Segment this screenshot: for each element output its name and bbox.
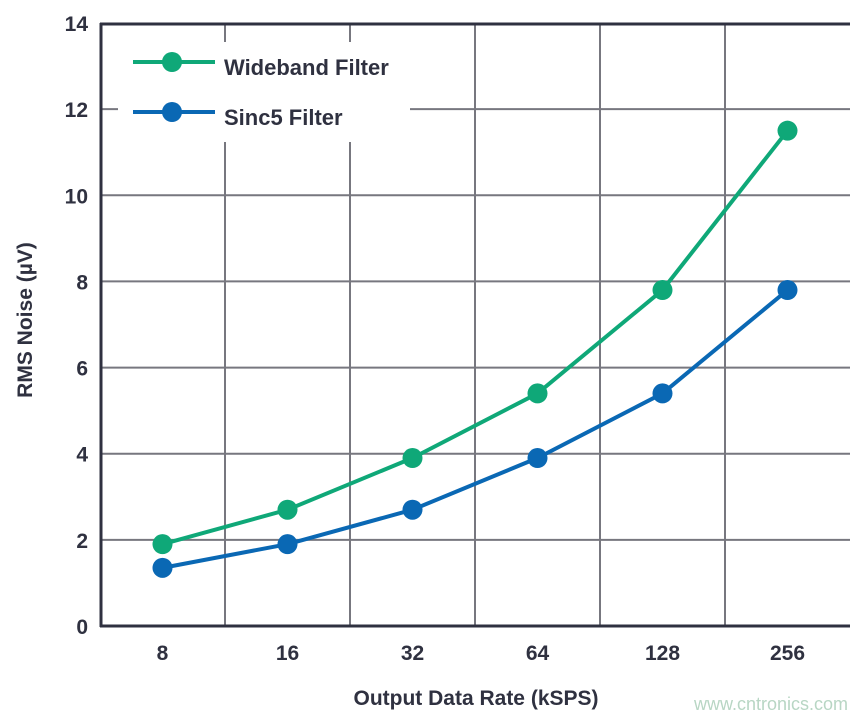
legend-label-wideband: Wideband Filter — [224, 55, 389, 80]
data-point — [277, 499, 298, 520]
y-axis-label: RMS Noise (µV) — [14, 242, 37, 398]
data-point — [527, 383, 548, 404]
data-point — [277, 534, 298, 555]
watermark: www.cntronics.com — [693, 694, 848, 714]
series-sinc5-filter — [152, 280, 798, 578]
data-point — [402, 499, 423, 520]
data-point — [652, 383, 673, 404]
data-point — [652, 280, 673, 301]
series-line — [161, 129, 790, 547]
legend-marker-wideband — [162, 52, 182, 72]
legend-label-sinc5: Sinc5 Filter — [224, 105, 343, 130]
data-point — [527, 448, 548, 469]
x-tick-label: 64 — [526, 642, 550, 665]
y-tick-label: 8 — [76, 271, 88, 294]
legend: Wideband Filter Sinc5 Filter — [133, 52, 389, 130]
legend-item-sinc5: Sinc5 Filter — [133, 102, 343, 130]
data-point — [152, 534, 173, 555]
legend-item-wideband: Wideband Filter — [133, 52, 389, 80]
series-wideband-filter — [152, 120, 798, 555]
y-tick-label: 6 — [76, 358, 88, 381]
x-tick-label: 8 — [157, 642, 169, 665]
legend-marker-sinc5 — [162, 102, 182, 122]
y-tick-label: 2 — [76, 530, 88, 553]
series-line — [162, 288, 789, 570]
x-axis-label: Output Data Rate (kSPS) — [353, 687, 598, 710]
y-tick-label: 14 — [65, 13, 89, 36]
data-point — [777, 120, 798, 141]
y-tick-label: 0 — [76, 616, 88, 639]
x-tick-label: 16 — [276, 642, 299, 665]
x-tick-label: 256 — [770, 642, 805, 665]
y-tick-label: 12 — [65, 99, 88, 122]
x-tick-label: 128 — [645, 642, 680, 665]
y-tick-label: 4 — [76, 444, 88, 467]
x-tick-label: 32 — [401, 642, 424, 665]
data-point — [777, 280, 798, 301]
y-tick-label: 10 — [65, 185, 88, 208]
data-point — [152, 557, 173, 578]
data-point — [402, 448, 423, 469]
